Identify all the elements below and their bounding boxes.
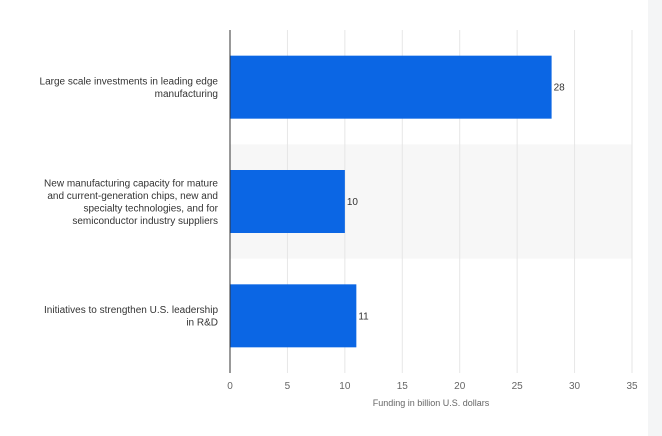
x-tick-label: 0 [227, 381, 233, 392]
category-label: New manufacturing capacity for mature and… [44, 178, 219, 227]
data-label: 28 [554, 83, 566, 94]
data-labels: 28 10 11 [347, 83, 565, 323]
x-axis-title: Funding in billion U.S. dollars [373, 398, 490, 408]
category-labels: Large scale investments in leading edge m… [40, 76, 219, 328]
x-tick-label: 20 [454, 381, 466, 392]
data-label: 11 [358, 311, 369, 322]
x-tick-label: 35 [626, 381, 638, 392]
x-tick-label: 15 [397, 381, 409, 392]
x-tick-label: 25 [512, 381, 524, 392]
x-tick-label: 30 [569, 381, 581, 392]
x-tick-labels: 0 5 10 15 20 25 30 35 [227, 381, 638, 392]
page-edge-strip [648, 0, 662, 436]
bar[interactable] [230, 55, 552, 119]
x-tick-label: 10 [339, 381, 351, 392]
category-label: Large scale investments in leading edge m… [40, 76, 219, 100]
x-tick-label: 5 [285, 381, 291, 392]
category-label: Initiatives to strengthen U.S. leadershi… [44, 305, 218, 329]
bar[interactable] [230, 170, 345, 233]
bars [230, 55, 552, 348]
bar[interactable] [230, 284, 357, 348]
data-label: 10 [347, 197, 359, 208]
